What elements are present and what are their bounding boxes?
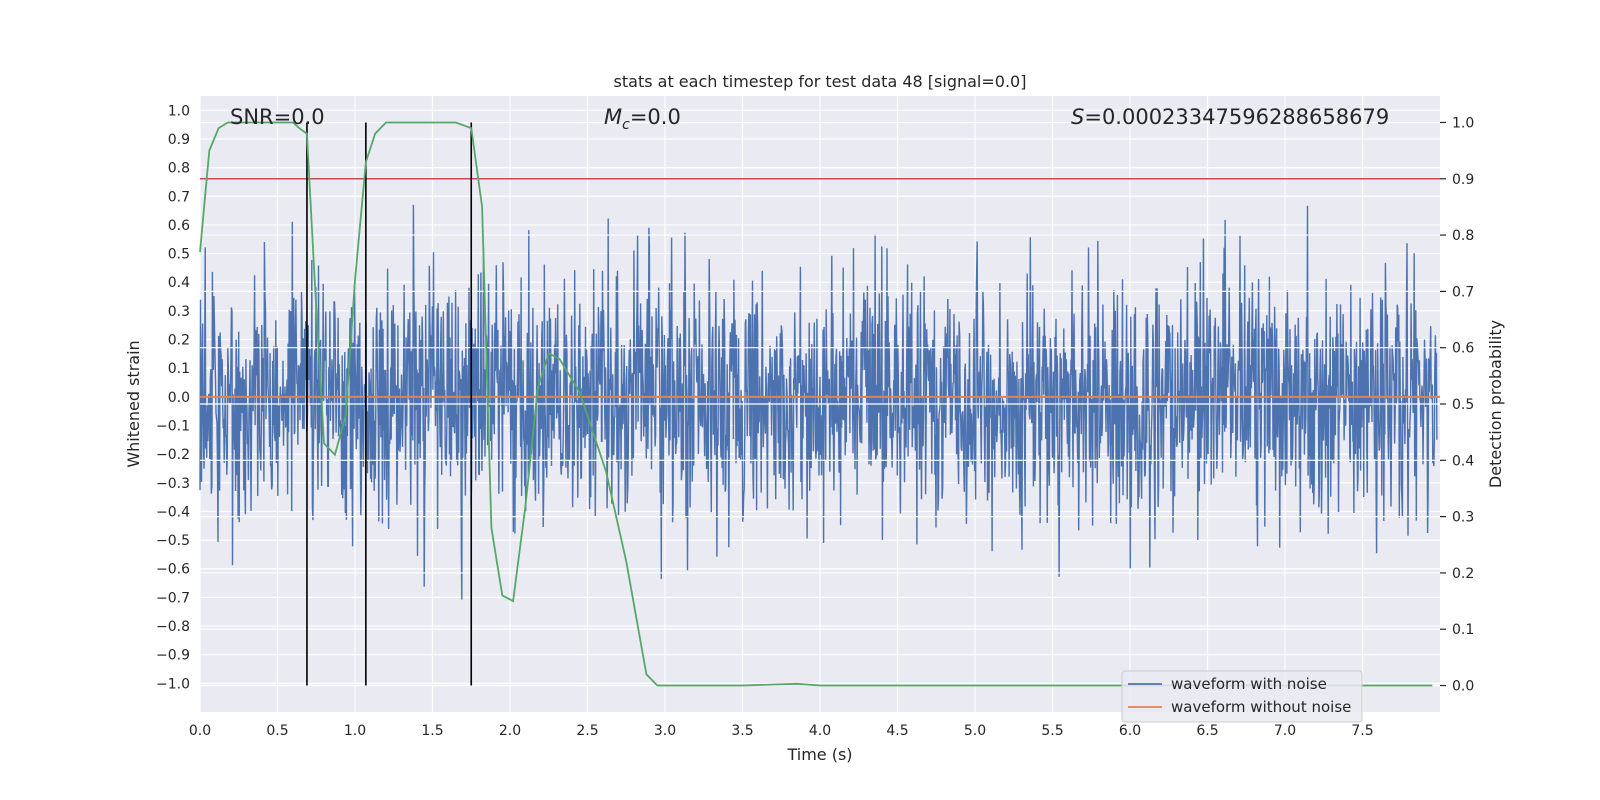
x-tick-label-13: 6.5 [1196, 723, 1218, 739]
x-tick-label-14: 7.0 [1274, 723, 1296, 739]
y2-tick-label-9: 0.1 [1452, 622, 1474, 638]
legend-box [1121, 670, 1363, 723]
x-tick-label-0: 0.0 [189, 723, 211, 739]
y2-axis-label: Detection probability [1486, 320, 1505, 488]
x-tick-label-5: 2.5 [576, 723, 598, 739]
y-tick-label-18: −0.8 [156, 619, 190, 635]
x-tick-label-6: 3.0 [654, 723, 676, 739]
chart-title: stats at each timestep for test data 48 … [614, 72, 1027, 91]
y2-tick-label-1: 0.9 [1452, 172, 1474, 188]
y-tick-label-5: 0.5 [168, 247, 190, 263]
y-tick-label-12: −0.2 [156, 447, 190, 463]
s-value: =0.00023347596288658679 [1084, 105, 1389, 129]
y2-tick-label-4: 0.6 [1452, 341, 1474, 357]
y-tick-label-4: 0.6 [168, 218, 190, 234]
y2-tick-label-10: 0.0 [1452, 679, 1474, 695]
mc-value: =0.0 [630, 105, 681, 129]
s-symbol: S [1071, 105, 1084, 129]
y-tick-label-0: 1.0 [168, 103, 190, 119]
x-tick-label-10: 5.0 [964, 723, 986, 739]
mc-symbol: M [604, 105, 622, 129]
y2-tick-label-3: 0.7 [1452, 284, 1474, 300]
y2-tick-label-0: 1.0 [1452, 115, 1474, 131]
noise-trace [199, 204, 1438, 600]
x-tick-label-7: 3.5 [731, 723, 753, 739]
x-axis-ticks: 0.0 0.5 1.0 1.5 2.0 2.5 3.0 3.5 4.0 4.5 5.0 5.5 6.0 6… [189, 723, 1374, 739]
mc-subscript: c [622, 117, 630, 133]
legend-label-clean: waveform without noise [1171, 698, 1351, 716]
y-tick-label-17: −0.7 [156, 590, 190, 606]
y-tick-label-6: 0.4 [168, 275, 190, 291]
x-tick-label-2: 1.0 [344, 723, 366, 739]
s-annotation: S=0.00023347596288658679 [1071, 105, 1389, 129]
snr-annotation: SNR=0.0 [230, 105, 325, 129]
x-axis-label: Time (s) [786, 745, 852, 764]
y2-tick-label-2: 0.8 [1452, 228, 1474, 244]
y-tick-label-20: −1.0 [156, 676, 190, 692]
y2-axis-ticks: 1.0 0.9 0.8 0.7 0.6 0.5 0.4 0.3 0.2 0.1 0.0 [1440, 115, 1474, 695]
x-tick-label-8: 4.0 [809, 723, 831, 739]
y2-tick-label-7: 0.3 [1452, 510, 1474, 526]
y-tick-label-11: −0.1 [156, 418, 190, 434]
y-tick-label-19: −0.9 [156, 648, 190, 664]
y2-tick-label-5: 0.5 [1452, 397, 1474, 413]
x-tick-label-4: 2.0 [499, 723, 521, 739]
y-tick-label-16: −0.6 [156, 562, 190, 578]
series-detection-probability [199, 121, 1433, 687]
y-tick-label-10: 0.0 [168, 390, 190, 406]
mc-annotation: Mc=0.0 [604, 105, 681, 133]
x-tick-label-3: 1.5 [421, 723, 443, 739]
y2-tick-label-8: 0.2 [1452, 566, 1474, 582]
legend-label-noise: waveform with noise [1171, 675, 1327, 693]
y-tick-label-15: −0.5 [156, 533, 190, 549]
legend: waveform with noise waveform without noi… [1121, 670, 1363, 723]
y-tick-label-9: 0.1 [168, 361, 190, 377]
x-tick-label-12: 6.0 [1119, 723, 1141, 739]
x-tick-label-11: 5.5 [1041, 723, 1063, 739]
y-tick-label-7: 0.3 [168, 304, 190, 320]
y-axis-label: Whitened strain [124, 340, 143, 467]
y-tick-label-3: 0.7 [168, 189, 190, 205]
y2-tick-label-6: 0.4 [1452, 453, 1474, 469]
y-tick-label-1: 0.9 [168, 132, 190, 148]
y-tick-label-13: −0.3 [156, 476, 190, 492]
x-tick-label-1: 0.5 [266, 723, 288, 739]
vertical-markers [306, 122, 473, 686]
y-axis-ticks: 1.0 0.9 0.8 0.7 0.6 0.5 0.4 0.3 0.2 0.1 0.0 −0.1 −0.… [156, 103, 190, 692]
series-waveform-with-noise [199, 204, 1438, 600]
y-tick-label-8: 0.2 [168, 333, 190, 349]
x-tick-label-15: 7.5 [1351, 723, 1373, 739]
y-tick-label-14: −0.4 [156, 504, 190, 520]
y-tick-label-2: 0.8 [168, 161, 190, 177]
x-tick-label-9: 4.5 [886, 723, 908, 739]
